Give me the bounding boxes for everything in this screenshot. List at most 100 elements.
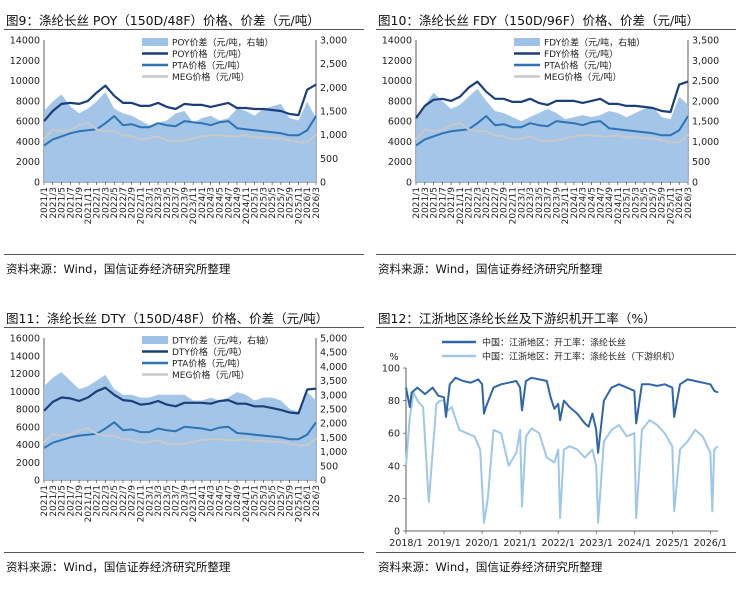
x-tick-label: 2025/5	[268, 187, 278, 219]
x-tick-label: 2021/9	[75, 187, 85, 219]
y-tick-label: 80	[388, 396, 400, 407]
source-note: 资料来源：Wind，国信证券经济研究所整理	[378, 262, 603, 276]
x-tick-label: 2021/5	[58, 485, 68, 517]
y-right-tick-label: 1,500	[320, 433, 347, 444]
chart-panel-poy: 图9：涤纶长丝 POY（150D/48F）价格、价差（元/吨） 0 2000 400…	[0, 0, 368, 290]
x-tick-label: 2025/3	[631, 187, 641, 219]
legend-swatch	[514, 38, 540, 46]
x-tick-label: 2024/7	[224, 187, 234, 219]
y-tick-label: 20	[388, 494, 400, 505]
x-tick-label: 2021/3	[49, 187, 59, 219]
chart-svg: 0 2000 4000 6000 8000 10000 12000 14000 0 500 1,00…	[382, 36, 719, 225]
chart-title: 图9：涤纶长丝 POY（150D/48F）价格、价差（元/吨）	[6, 13, 320, 28]
x-tick-label: 2025/1	[251, 485, 261, 517]
legend-label: DTY价差（元/吨，右轴）	[172, 335, 274, 347]
y-right-tick-label: 1,000	[320, 447, 347, 458]
x-tick-label: 2024/3	[579, 187, 589, 219]
chart-panel-operating-rate: 图12：江浙地区涤纶长丝及下游织机开工率（%） % 0 20 40 60 80 100 201…	[372, 298, 740, 588]
legend-label: PTA价格（元/吨）	[172, 60, 245, 72]
x-tick-label: 2022/9	[128, 485, 138, 517]
series-area-spread	[416, 88, 688, 182]
x-tick-label: 2024/11	[242, 187, 252, 224]
y-left-tick-label: 10000	[10, 387, 40, 398]
x-tick-label: 2022/5	[482, 187, 492, 219]
x-tick-label: 2021/1	[40, 187, 50, 219]
x-tick-label: 2025/11	[294, 485, 304, 522]
series-line-0	[405, 376, 719, 454]
x-tick-label: 2026/3	[312, 187, 322, 219]
x-tick-label: 2023/1	[517, 187, 527, 219]
x-tick-label: 2025/1	[623, 187, 633, 219]
x-tick-label: 2025/9	[286, 187, 296, 219]
y-right-tick-label: 1,000	[692, 137, 719, 148]
x-tick-label: 2024/9	[233, 187, 243, 219]
x-tick-label: 2026/1	[303, 485, 313, 517]
y-right-tick-label: 0	[320, 476, 326, 487]
x-tick-label: 2022/3	[101, 187, 111, 219]
legend-label: POY价差（元/吨，右轴）	[172, 37, 274, 49]
y-left-tick-label: 10000	[382, 76, 412, 87]
x-tick-label: 2023/3	[526, 187, 536, 219]
x-tick-label: 2022/9	[500, 187, 510, 219]
x-tick-label: 2022/11	[137, 485, 147, 522]
x-tick-label: 2022/3	[473, 187, 483, 219]
y-left-tick-label: 16000	[10, 334, 40, 345]
x-tick-label: 2024/1	[198, 187, 208, 219]
x-tick-label: 2023/9	[552, 187, 562, 219]
x-tick-label: 2025/9	[286, 485, 296, 517]
chart-svg: % 0 20 40 60 80 100 2018/1 2019/1 2020/1 2021/1 202…	[382, 337, 727, 550]
x-tick-label: 2022/7	[491, 187, 501, 219]
y-right-tick-label: 4,500	[320, 348, 347, 359]
x-tick-label: 2021/1	[503, 538, 536, 549]
title-divider	[376, 29, 736, 30]
x-tick-label: 2024/7	[224, 485, 234, 517]
x-tick-label: 2021/7	[438, 187, 448, 219]
y-right-tick-label: 500	[320, 154, 338, 165]
legend-label: MEG价格（元/吨）	[544, 71, 621, 83]
series-line-2	[43, 421, 317, 449]
source-divider	[376, 552, 736, 553]
x-tick-label: 2023/7	[172, 187, 182, 219]
y-tick-label: 100	[382, 364, 400, 375]
chart-title: 图11：涤纶长丝 DTY（150D/48F）价格、价差（元/吨）	[6, 311, 329, 326]
y-right-tick-label: 1,000	[320, 130, 347, 141]
x-tick-label: 2024/1	[618, 538, 651, 549]
x-tick-label: 2023/7	[544, 187, 554, 219]
y-left-tick-label: 2000	[16, 157, 40, 168]
title-divider	[4, 29, 364, 30]
y-right-tick-label: 5,000	[320, 334, 347, 345]
y-left-tick-label: 14000	[382, 36, 412, 47]
x-tick-label: 2021/11	[84, 187, 94, 224]
legend-label: FDY价差（元/吨，右轴）	[544, 37, 645, 49]
y-left-tick-label: 6000	[16, 117, 40, 128]
x-tick-label: 2022/11	[137, 187, 147, 224]
x-tick-label: 2026/3	[312, 485, 322, 517]
y-left-tick-label: 12000	[10, 369, 40, 380]
x-tick-label: 2023/5	[163, 187, 173, 219]
y-left-tick-label: 10000	[10, 76, 40, 87]
y-left-tick-label: 0	[34, 476, 40, 487]
y-left-tick-label: 12000	[382, 56, 412, 67]
legend-label: MEG价格（元/吨）	[172, 71, 249, 83]
y-right-tick-label: 2,500	[692, 76, 719, 87]
x-tick-label: 2025/1	[656, 538, 689, 549]
source-divider	[4, 254, 364, 255]
y-right-tick-label: 2,500	[320, 59, 347, 70]
x-tick-label: 2023/1	[145, 187, 155, 219]
x-tick-label: 2025/7	[277, 187, 287, 219]
legend-label: DTY价格（元/吨）	[172, 346, 247, 358]
legend-swatch	[142, 38, 168, 46]
source-divider	[4, 552, 364, 553]
y-left-tick-label: 4000	[16, 440, 40, 451]
x-tick-label: 2021/11	[84, 485, 94, 522]
x-tick-label: 2023/9	[180, 485, 190, 517]
y-right-tick-label: 3,500	[692, 36, 719, 47]
legend-label: 中国：江浙地区：开工率：涤纶长丝	[482, 337, 626, 349]
x-tick-label: 2019/1	[427, 538, 460, 549]
source-note: 资料来源：Wind，国信证券经济研究所整理	[6, 560, 231, 574]
x-tick-label: 2023/11	[189, 485, 199, 522]
x-tick-label: 2020/1	[465, 538, 498, 549]
x-tick-label: 2026/1	[675, 187, 685, 219]
series-line-1	[43, 83, 317, 122]
chart-panel-dty: 图11：涤纶长丝 DTY（150D/48F）价格、价差（元/吨） 0 2000 40…	[0, 298, 368, 588]
